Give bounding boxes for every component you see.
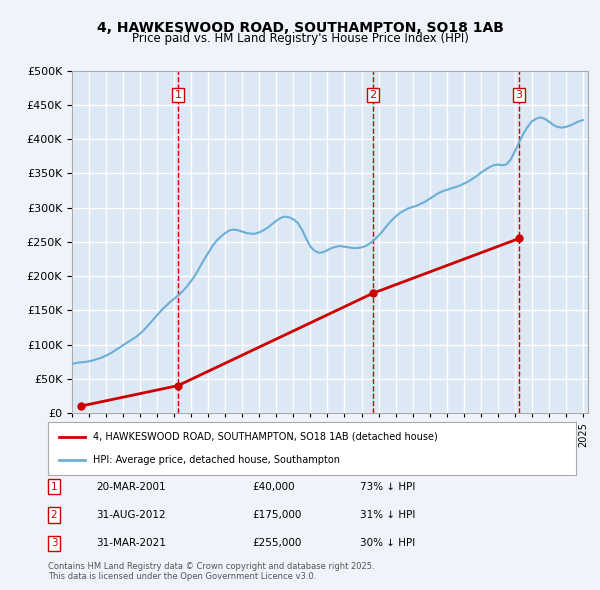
Text: 20-MAR-2001: 20-MAR-2001: [96, 482, 166, 491]
Text: 4, HAWKESWOOD ROAD, SOUTHAMPTON, SO18 1AB: 4, HAWKESWOOD ROAD, SOUTHAMPTON, SO18 1A…: [97, 21, 503, 35]
Text: 73% ↓ HPI: 73% ↓ HPI: [360, 482, 415, 491]
Text: 31-AUG-2012: 31-AUG-2012: [96, 510, 166, 520]
Text: Price paid vs. HM Land Registry's House Price Index (HPI): Price paid vs. HM Land Registry's House …: [131, 32, 469, 45]
Text: 2: 2: [370, 90, 376, 100]
Text: HPI: Average price, detached house, Southampton: HPI: Average price, detached house, Sout…: [93, 455, 340, 465]
Text: £40,000: £40,000: [252, 482, 295, 491]
Text: 31% ↓ HPI: 31% ↓ HPI: [360, 510, 415, 520]
Text: 1: 1: [50, 482, 58, 491]
Text: 2: 2: [50, 510, 58, 520]
Text: Contains HM Land Registry data © Crown copyright and database right 2025.
This d: Contains HM Land Registry data © Crown c…: [48, 562, 374, 581]
Text: £175,000: £175,000: [252, 510, 301, 520]
Text: 3: 3: [515, 90, 523, 100]
Text: 30% ↓ HPI: 30% ↓ HPI: [360, 539, 415, 548]
Text: £255,000: £255,000: [252, 539, 301, 548]
Text: 1: 1: [175, 90, 181, 100]
Text: 31-MAR-2021: 31-MAR-2021: [96, 539, 166, 548]
Text: 3: 3: [50, 539, 58, 548]
Text: 4, HAWKESWOOD ROAD, SOUTHAMPTON, SO18 1AB (detached house): 4, HAWKESWOOD ROAD, SOUTHAMPTON, SO18 1A…: [93, 432, 437, 442]
